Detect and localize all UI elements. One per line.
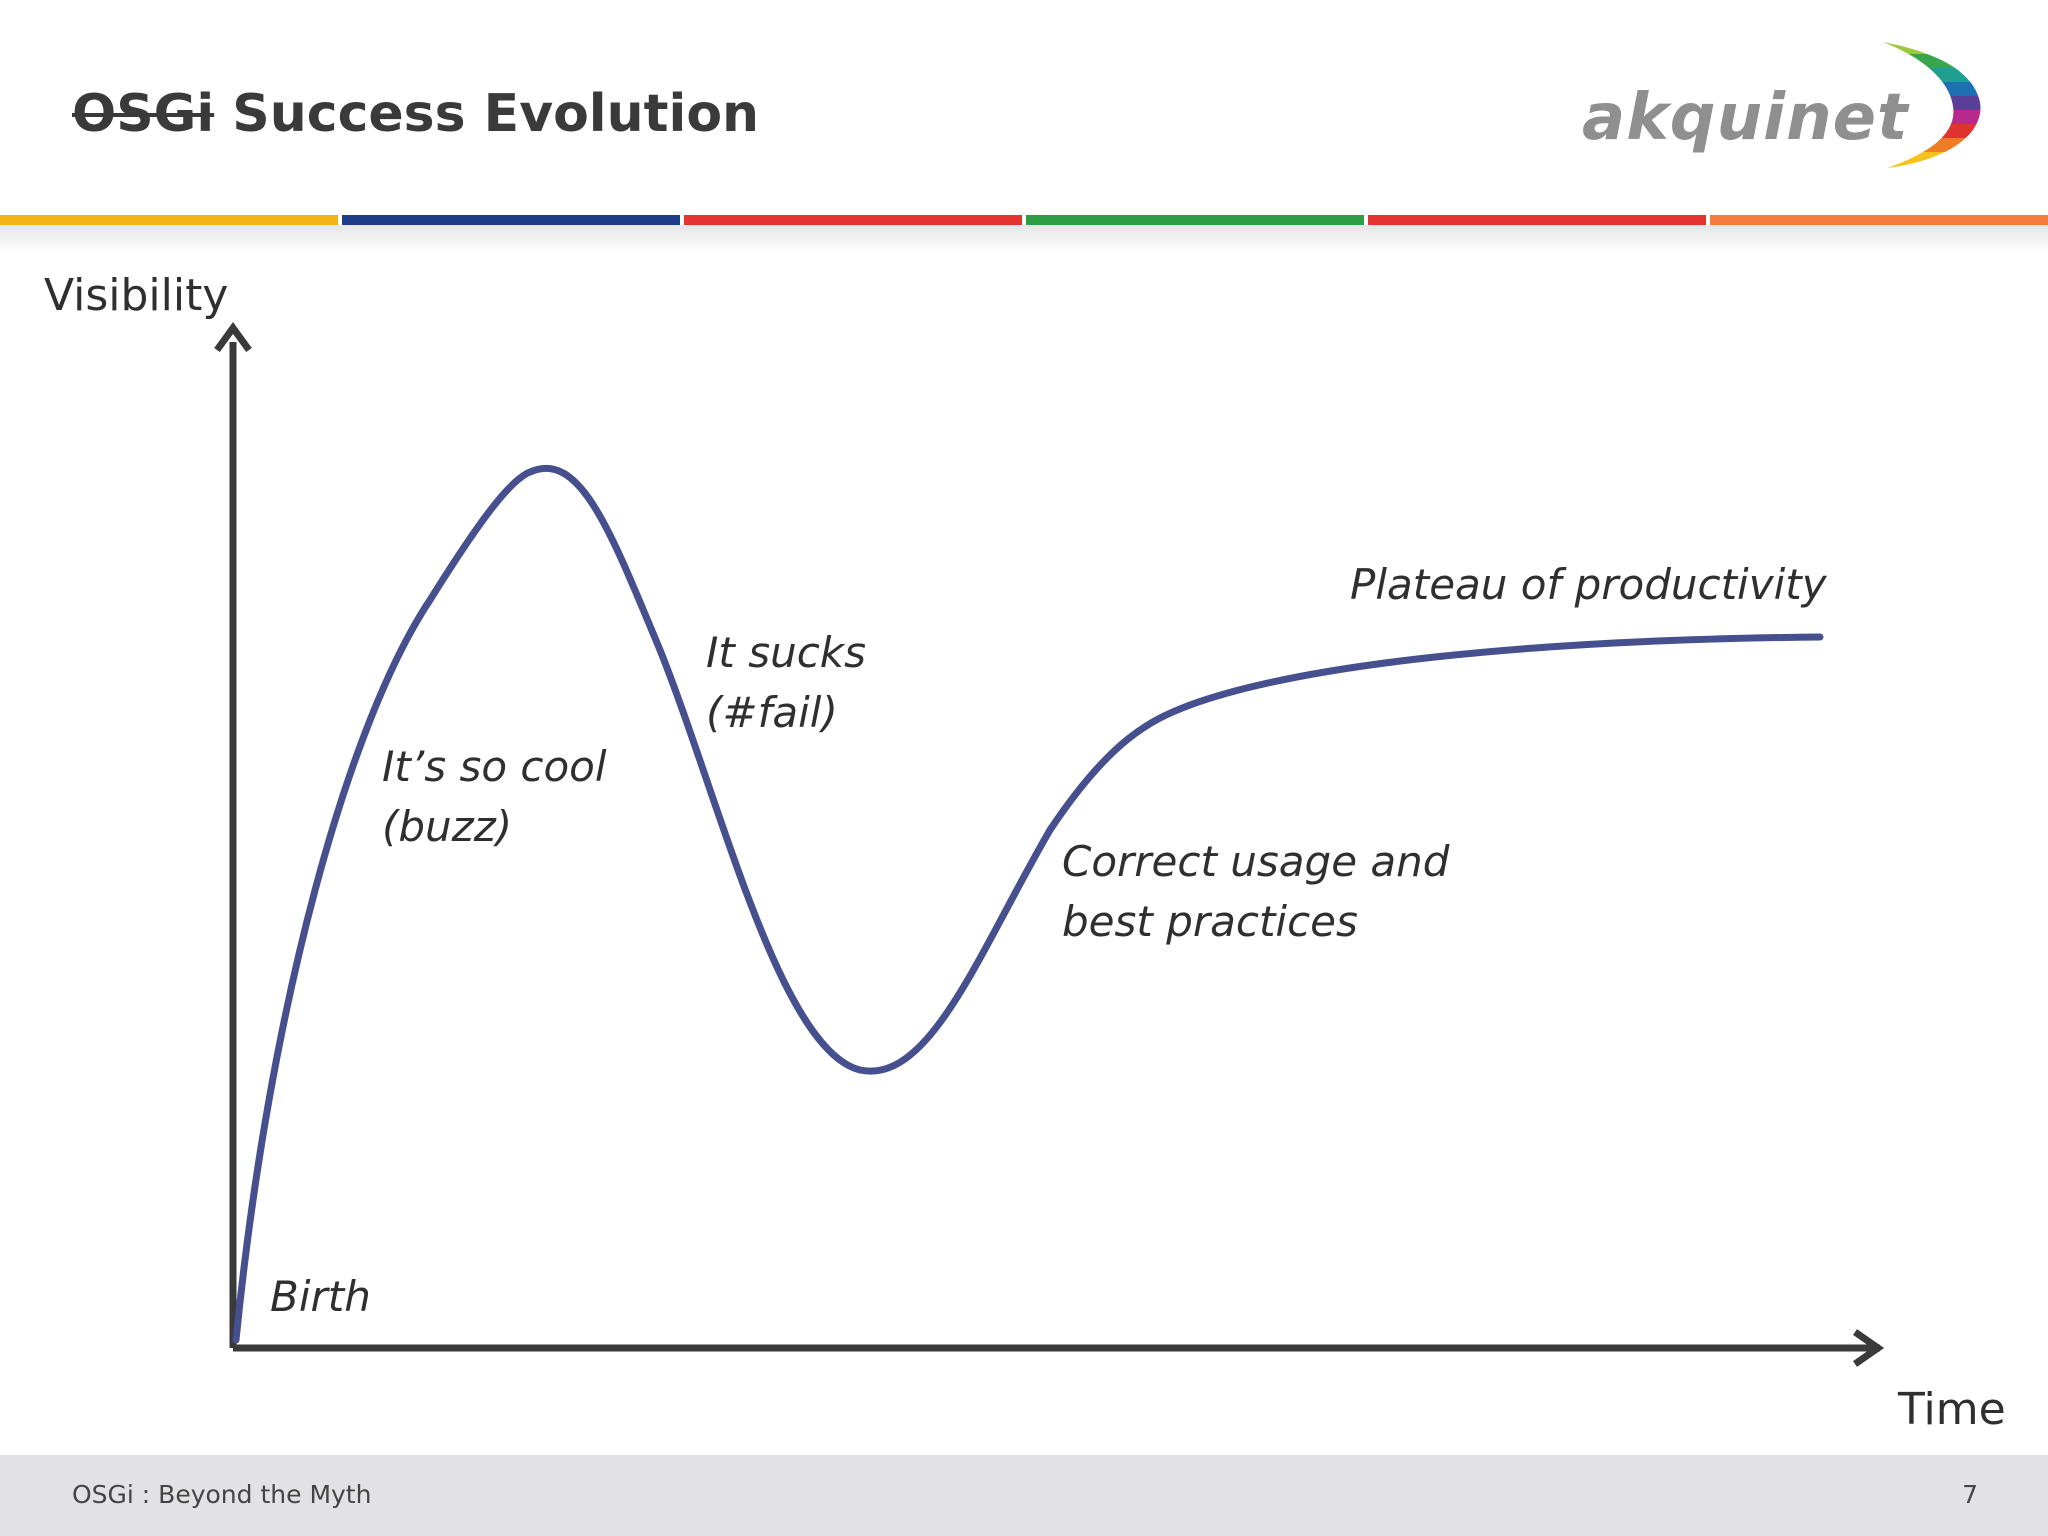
stage-sucks-line2: (#fail) [706,688,838,737]
color-stripe-segment [342,215,680,225]
color-stripe-segment [1710,215,2048,225]
title-text: Success Evolution [214,84,760,144]
stage-correct-line1: Correct usage and [1062,837,1450,886]
slide-title: OSGi Success Evolution [72,78,759,150]
stage-correct-usage-label: Correct usage and best practices [1062,832,1449,952]
stage-sucks-line1: It sucks [706,628,867,677]
color-stripe-segment [1368,215,1706,225]
stage-cool-line2: (buzz) [382,802,513,851]
stage-birth-label: Birth [270,1272,371,1321]
x-axis-label: Time [1898,1384,2006,1435]
color-stripe-segment [1026,215,1364,225]
stage-plateau-label: Plateau of productivity [1350,560,1827,609]
footer-bar: OSGi : Beyond the Myth 7 [0,1455,2048,1536]
footer-text: OSGi : Beyond the Myth [72,1480,372,1509]
color-stripe-bar [0,215,2048,225]
hype-cycle-curve [232,464,1824,1344]
stage-correct-line2: best practices [1062,897,1358,946]
stage-cool-line1: It’s so cool [382,742,607,791]
stage-cool-label: It’s so cool (buzz) [382,737,607,857]
x-axis-arrowhead-icon [1853,1329,1885,1367]
logo-swoosh-icon [1883,42,1981,168]
stage-sucks-label: It sucks (#fail) [706,623,866,743]
y-axis-label: Visibility [44,270,229,321]
akquinet-logo: akquinet [1570,40,1990,180]
struck-title-word: OSGi [72,84,215,144]
color-stripe-segment [0,215,338,225]
header-shadow [0,225,2048,253]
y-axis-arrowhead-icon [214,322,252,353]
logo-text: akquinet [1582,81,1909,155]
page-number: 7 [1962,1480,1978,1509]
color-stripe-segment [684,215,1022,225]
